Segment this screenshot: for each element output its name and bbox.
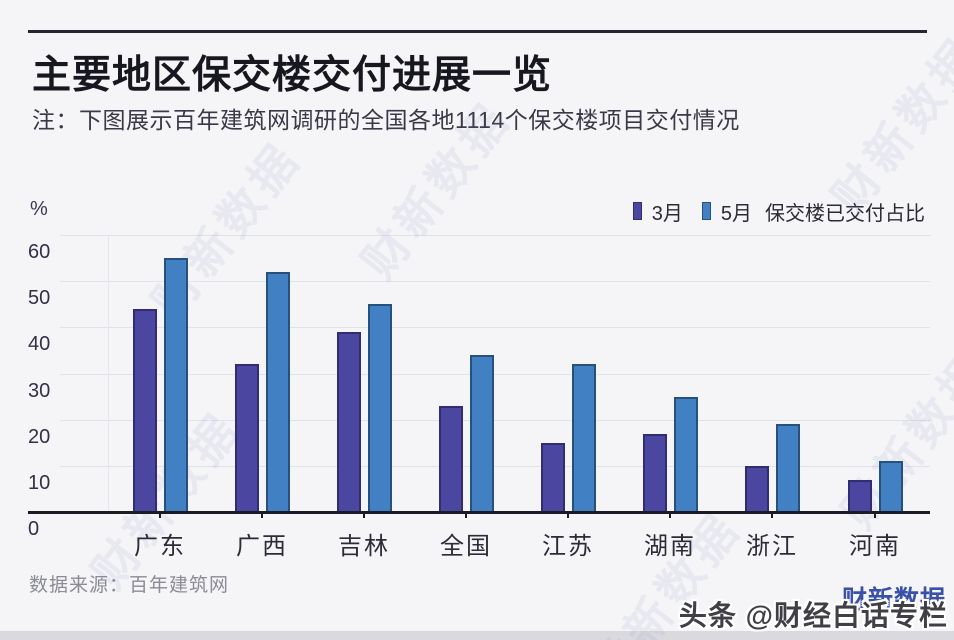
y-tick-label-30: 30 [28,379,51,402]
x-tick-江苏 [567,512,569,518]
bar-3月-全国 [438,405,463,512]
bar-5月-河南 [878,461,903,512]
legend-label-march: 3月 [651,202,683,225]
legend-swatch-may [701,202,711,220]
bar-5月-吉林 [367,304,392,512]
y-tick-label-60: 60 [28,241,51,263]
x-tick-广西 [261,512,263,518]
legend-item-march: 3月 [632,197,683,226]
y-tick-label-0: 0 [28,518,40,540]
gridline-30 [60,373,930,375]
x-category-label-湖南: 湖南 [644,533,696,560]
gridline-20 [60,419,930,421]
y-tick-label-50: 50 [28,287,51,310]
bar-3月-吉林 [336,332,361,512]
legend-item-may: 5月 [701,197,752,226]
top-rule [28,30,927,33]
x-axis-baseline [28,511,930,514]
bar-3月-广西 [234,364,259,512]
bar-3月-湖南 [642,433,667,512]
x-category-label-广西: 广西 [236,533,288,560]
bar-5月-全国 [469,355,494,512]
gridline-10 [60,465,930,467]
gridline-40 [60,327,930,329]
legend: 3月 5月 保交楼已交付占比 [632,197,925,226]
source-note: 数据来源：百年建筑网 [29,575,230,596]
chart-subtitle-note: 注：下图展示百年建筑网调研的全国各地1114个保交楼项目交付情况 [32,107,740,133]
bar-3月-江苏 [540,442,565,513]
x-category-label-广东: 广东 [134,533,186,560]
y-tick-label-10: 10 [28,471,51,494]
bar-5月-江苏 [571,364,596,512]
y-tick-label-40: 40 [28,333,51,356]
x-category-label-浙江: 浙江 [746,533,798,560]
plot-left-gridline [108,235,109,512]
bar-5月-湖南 [673,396,698,512]
x-category-label-江苏: 江苏 [542,533,594,560]
legend-swatch-march [632,202,642,220]
toutiao-watermark: 头条 @财经白话专栏 [678,600,948,631]
chart-title: 主要地区保交楼交付进展一览 [32,54,553,97]
x-tick-湖南 [669,512,671,518]
bar-5月-广东 [163,258,188,512]
y-tick-label-20: 20 [28,425,51,448]
bar-5月-广西 [265,271,290,512]
x-tick-全国 [465,512,467,518]
bar-3月-浙江 [744,465,769,512]
x-category-label-全国: 全国 [440,533,492,560]
x-tick-浙江 [771,512,773,518]
y-axis-unit-label: % [30,198,48,220]
x-tick-广东 [159,512,161,518]
x-category-label-吉林: 吉林 [338,533,390,560]
gridline-60 [60,235,930,236]
bar-5月-浙江 [775,424,800,512]
bottom-edge-strip [0,631,954,640]
diagonal-brand-watermark: 财新数据 [351,91,521,288]
x-category-label-河南: 河南 [849,533,901,560]
bar-3月-河南 [847,479,872,512]
diagonal-brand-watermark: 财新数据 [821,26,954,223]
bar-3月-广东 [132,308,157,512]
legend-label-may: 5月 [720,202,752,225]
gridline-50 [60,281,930,283]
caixin-data-logo: 财新数据 [841,586,946,614]
legend-suffix-label: 保交楼已交付占比 [765,202,925,225]
x-tick-河南 [874,512,876,518]
x-tick-吉林 [363,512,365,518]
